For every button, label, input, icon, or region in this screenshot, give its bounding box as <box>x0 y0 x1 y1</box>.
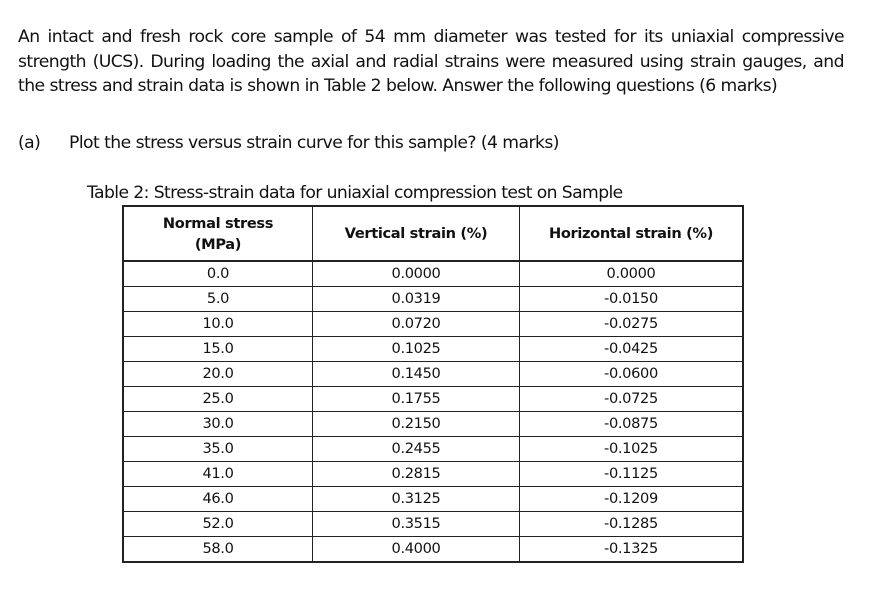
cell-vertical-strain: 0.4000 <box>312 536 520 563</box>
cell-stress: 0.0 <box>122 260 313 287</box>
cell-vertical-strain: 0.3125 <box>312 486 520 512</box>
cell-stress: 58.0 <box>122 536 313 563</box>
cell-vertical-strain: 0.2455 <box>312 436 520 462</box>
cell-vertical-strain: 0.0000 <box>312 260 520 287</box>
cell-stress: 5.0 <box>122 286 313 312</box>
cell-vertical-strain: 0.2150 <box>312 411 520 437</box>
cell-stress: 10.0 <box>122 311 313 337</box>
question-a-label: (a) <box>18 133 41 153</box>
table-row: 10.0 0.0720 -0.0275 <box>122 311 744 337</box>
table-row: 25.0 0.1755 -0.0725 <box>122 386 744 412</box>
cell-stress: 52.0 <box>122 511 313 537</box>
table-row: 15.0 0.1025 -0.0425 <box>122 336 744 362</box>
table-row: 35.0 0.2455 -0.1025 <box>122 436 744 462</box>
header-normal-stress-line1: Normal stress <box>162 214 274 232</box>
table-caption: Table 2: Stress-strain data for uniaxial… <box>87 183 623 203</box>
table-row: 20.0 0.1450 -0.0600 <box>122 361 744 387</box>
cell-horizontal-strain: -0.0425 <box>519 336 744 362</box>
cell-horizontal-strain: -0.0725 <box>519 386 744 412</box>
table-row: 52.0 0.3515 -0.1285 <box>122 511 744 537</box>
cell-stress: 35.0 <box>122 436 313 462</box>
stress-strain-table: Normal stress (MPa) Vertical strain (%) … <box>122 205 744 563</box>
table-row: 5.0 0.0319 -0.0150 <box>122 286 744 312</box>
cell-stress: 15.0 <box>122 336 313 362</box>
header-normal-stress: Normal stress (MPa) <box>122 205 313 262</box>
table-row: 0.0 0.0000 0.0000 <box>122 260 744 287</box>
cell-stress: 46.0 <box>122 486 313 512</box>
cell-horizontal-strain: -0.1285 <box>519 511 744 537</box>
header-horizontal-strain: Horizontal strain (%) <box>519 205 744 262</box>
table-row: 58.0 0.4000 -0.1325 <box>122 536 744 563</box>
table-row: 41.0 0.2815 -0.1125 <box>122 461 744 487</box>
header-vertical-strain: Vertical strain (%) <box>312 205 520 262</box>
question-a-text: Plot the stress versus strain curve for … <box>69 133 559 153</box>
cell-horizontal-strain: -0.1125 <box>519 461 744 487</box>
cell-stress: 20.0 <box>122 361 313 387</box>
header-normal-stress-line2: (MPa) <box>194 235 242 253</box>
cell-vertical-strain: 0.2815 <box>312 461 520 487</box>
cell-stress: 41.0 <box>122 461 313 487</box>
table-row: 46.0 0.3125 -0.1209 <box>122 486 744 512</box>
cell-vertical-strain: 0.0720 <box>312 311 520 337</box>
cell-vertical-strain: 0.1755 <box>312 386 520 412</box>
problem-intro-paragraph: An intact and fresh rock core sample of … <box>18 27 845 97</box>
table-row: 30.0 0.2150 -0.0875 <box>122 411 744 437</box>
question-a: (a) Plot the stress versus strain curve f… <box>18 131 559 155</box>
cell-stress: 30.0 <box>122 411 313 437</box>
cell-horizontal-strain: -0.1209 <box>519 486 744 512</box>
cell-vertical-strain: 0.1450 <box>312 361 520 387</box>
cell-horizontal-strain: -0.1025 <box>519 436 744 462</box>
cell-stress: 25.0 <box>122 386 313 412</box>
cell-horizontal-strain: -0.0150 <box>519 286 744 312</box>
table-header-row: Normal stress (MPa) Vertical strain (%) … <box>122 205 744 262</box>
cell-vertical-strain: 0.3515 <box>312 511 520 537</box>
cell-horizontal-strain: -0.0875 <box>519 411 744 437</box>
cell-horizontal-strain: -0.0600 <box>519 361 744 387</box>
cell-vertical-strain: 0.1025 <box>312 336 520 362</box>
cell-horizontal-strain: -0.0275 <box>519 311 744 337</box>
cell-vertical-strain: 0.0319 <box>312 286 520 312</box>
cell-horizontal-strain: 0.0000 <box>519 260 744 287</box>
cell-horizontal-strain: -0.1325 <box>519 536 744 563</box>
